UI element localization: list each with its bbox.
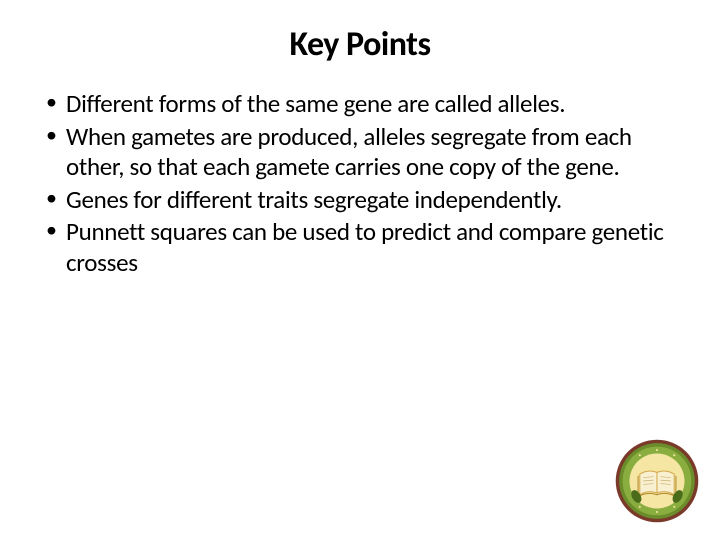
slide-container: Key Points Different forms of the same g… xyxy=(0,0,720,540)
bullet-list: Different forms of the same gene are cal… xyxy=(42,89,684,278)
school-logo-icon xyxy=(614,438,700,524)
list-item: Genes for different traits segregate ind… xyxy=(42,185,684,216)
list-item: Different forms of the same gene are cal… xyxy=(42,89,684,120)
bullet-list-container: Different forms of the same gene are cal… xyxy=(36,89,684,278)
book-icon xyxy=(638,471,676,496)
list-item: Punnett squares can be used to predict a… xyxy=(42,217,684,278)
list-item: When gametes are produced, alleles segre… xyxy=(42,122,684,183)
page-title: Key Points xyxy=(36,24,684,65)
